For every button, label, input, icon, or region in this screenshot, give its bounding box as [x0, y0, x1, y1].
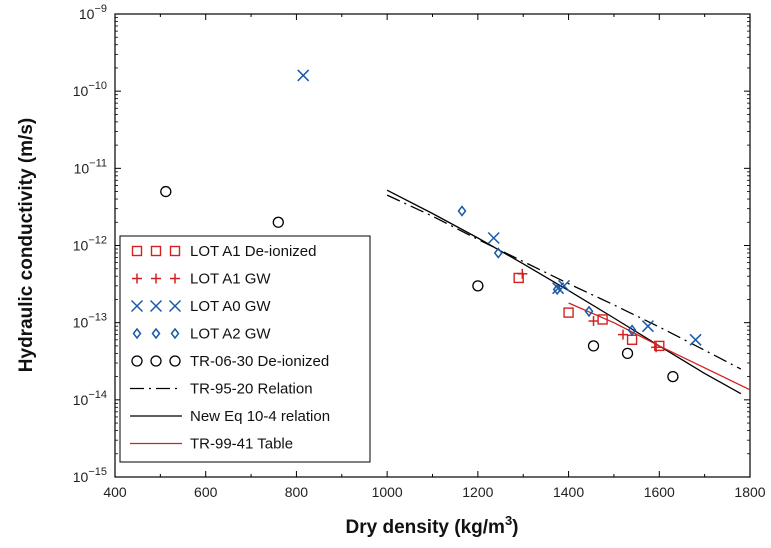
legend-marker-swatch [151, 327, 161, 340]
data-point [597, 314, 608, 325]
series-line-7 [568, 302, 751, 391]
legend-label: TR-06-30 De-ionized [190, 353, 329, 370]
legend-label: LOT A2 GW [190, 326, 271, 343]
data-point [487, 231, 500, 245]
data-point [563, 307, 574, 318]
legend-label: TR-99-41 Table [190, 436, 293, 453]
series-line-5 [386, 194, 742, 370]
data-point [552, 283, 562, 296]
data-point [654, 340, 665, 352]
legend-marker-swatch [131, 245, 143, 257]
x-tick-label: 800 [285, 484, 309, 500]
x-tick-labels: 400 600 800 1000 1200 1400 1600 1800 [103, 484, 765, 500]
legend: LOT A1 De-ionized LOT A1 GW LOT A0 GW LOT A… [119, 235, 371, 463]
legend-entry: TR-95-20 Relation [130, 381, 313, 398]
legend-label: LOT A1 GW [190, 271, 271, 288]
legend-marker-swatch [150, 355, 162, 367]
series-layer [160, 69, 751, 395]
x-axis-title: Dry density (kg/m3) [346, 513, 519, 538]
data-point [667, 370, 679, 383]
legend-marker-swatch [169, 245, 181, 257]
legend-marker-swatch [170, 273, 180, 284]
legend-entry: LOT A1 GW [132, 271, 271, 288]
data-point [588, 316, 599, 327]
x-axis-title-main: Dry density (kg/m [346, 517, 505, 538]
legend-label: TR-95-20 Relation [190, 381, 313, 398]
legend-entry: LOT A2 GW [132, 326, 271, 343]
x-tick-label: 1800 [734, 484, 765, 500]
legend-marker-swatch [130, 299, 144, 313]
data-point [472, 280, 484, 292]
data-point [517, 268, 528, 279]
y-tick-label: 10−13 [73, 312, 107, 331]
axis-ticks [114, 13, 751, 478]
data-point [493, 247, 503, 259]
legend-marker-swatch [132, 327, 142, 340]
legend-items: LOT A1 De-ionized LOT A1 GW LOT A0 GW LOT A… [130, 243, 330, 453]
y-tick-label: 10−14 [73, 389, 107, 408]
legend-marker-swatch [131, 355, 143, 367]
data-point [651, 342, 662, 353]
legend-entry: LOT A0 GW [130, 298, 271, 315]
x-tick-label: 1000 [372, 484, 403, 500]
legend-marker-swatch [150, 245, 162, 257]
data-point [587, 340, 600, 352]
x-axis-title-end: ) [512, 517, 518, 538]
data-point [584, 305, 594, 318]
data-point [272, 216, 284, 228]
x-tick-label: 1200 [462, 484, 493, 500]
data-point [641, 320, 654, 333]
x-tick-label: 400 [103, 484, 127, 500]
y-tick-label: 10−12 [73, 235, 107, 254]
legend-label: LOT A0 GW [190, 298, 271, 315]
data-point [160, 185, 172, 198]
legend-marker-swatch [151, 273, 161, 284]
x-tick-label: 600 [194, 484, 218, 500]
x-tick-label: 1400 [553, 484, 584, 500]
legend-entry: TR-99-41 Table [130, 436, 293, 453]
x-tick-label: 1600 [644, 484, 675, 500]
legend-marker-swatch [169, 355, 181, 367]
data-point [621, 347, 634, 360]
legend-entry: New Eq 10-4 relation [130, 408, 330, 425]
data-point [626, 334, 638, 345]
legend-box [119, 235, 371, 463]
data-point [457, 205, 467, 217]
data-point [618, 329, 628, 340]
y-tick-label: 10−11 [74, 157, 107, 176]
data-point [297, 69, 310, 82]
data-point [689, 333, 702, 346]
y-tick-labels: 10−9 10−10 10−11 10−12 10−13 10−14 10−15 [73, 3, 107, 485]
legend-entry: TR-06-30 De-ionized [131, 353, 329, 370]
legend-entry: LOT A1 De-ionized [131, 243, 316, 260]
y-axis-title: Hydraulic conductivity (m/s) [16, 118, 37, 372]
y-tick-label: 10−10 [73, 80, 107, 99]
legend-marker-swatch [132, 273, 142, 284]
legend-marker-swatch [168, 299, 182, 313]
y-tick-label: 10−9 [79, 3, 107, 22]
y-tick-label: 10−15 [73, 466, 107, 485]
legend-label: LOT A1 De-ionized [190, 243, 316, 260]
legend-label: New Eq 10-4 relation [190, 408, 330, 425]
legend-marker-swatch [170, 327, 180, 340]
legend-marker-swatch [149, 299, 163, 313]
data-point [627, 324, 637, 336]
x-axis-title-sup: 3 [505, 513, 512, 528]
